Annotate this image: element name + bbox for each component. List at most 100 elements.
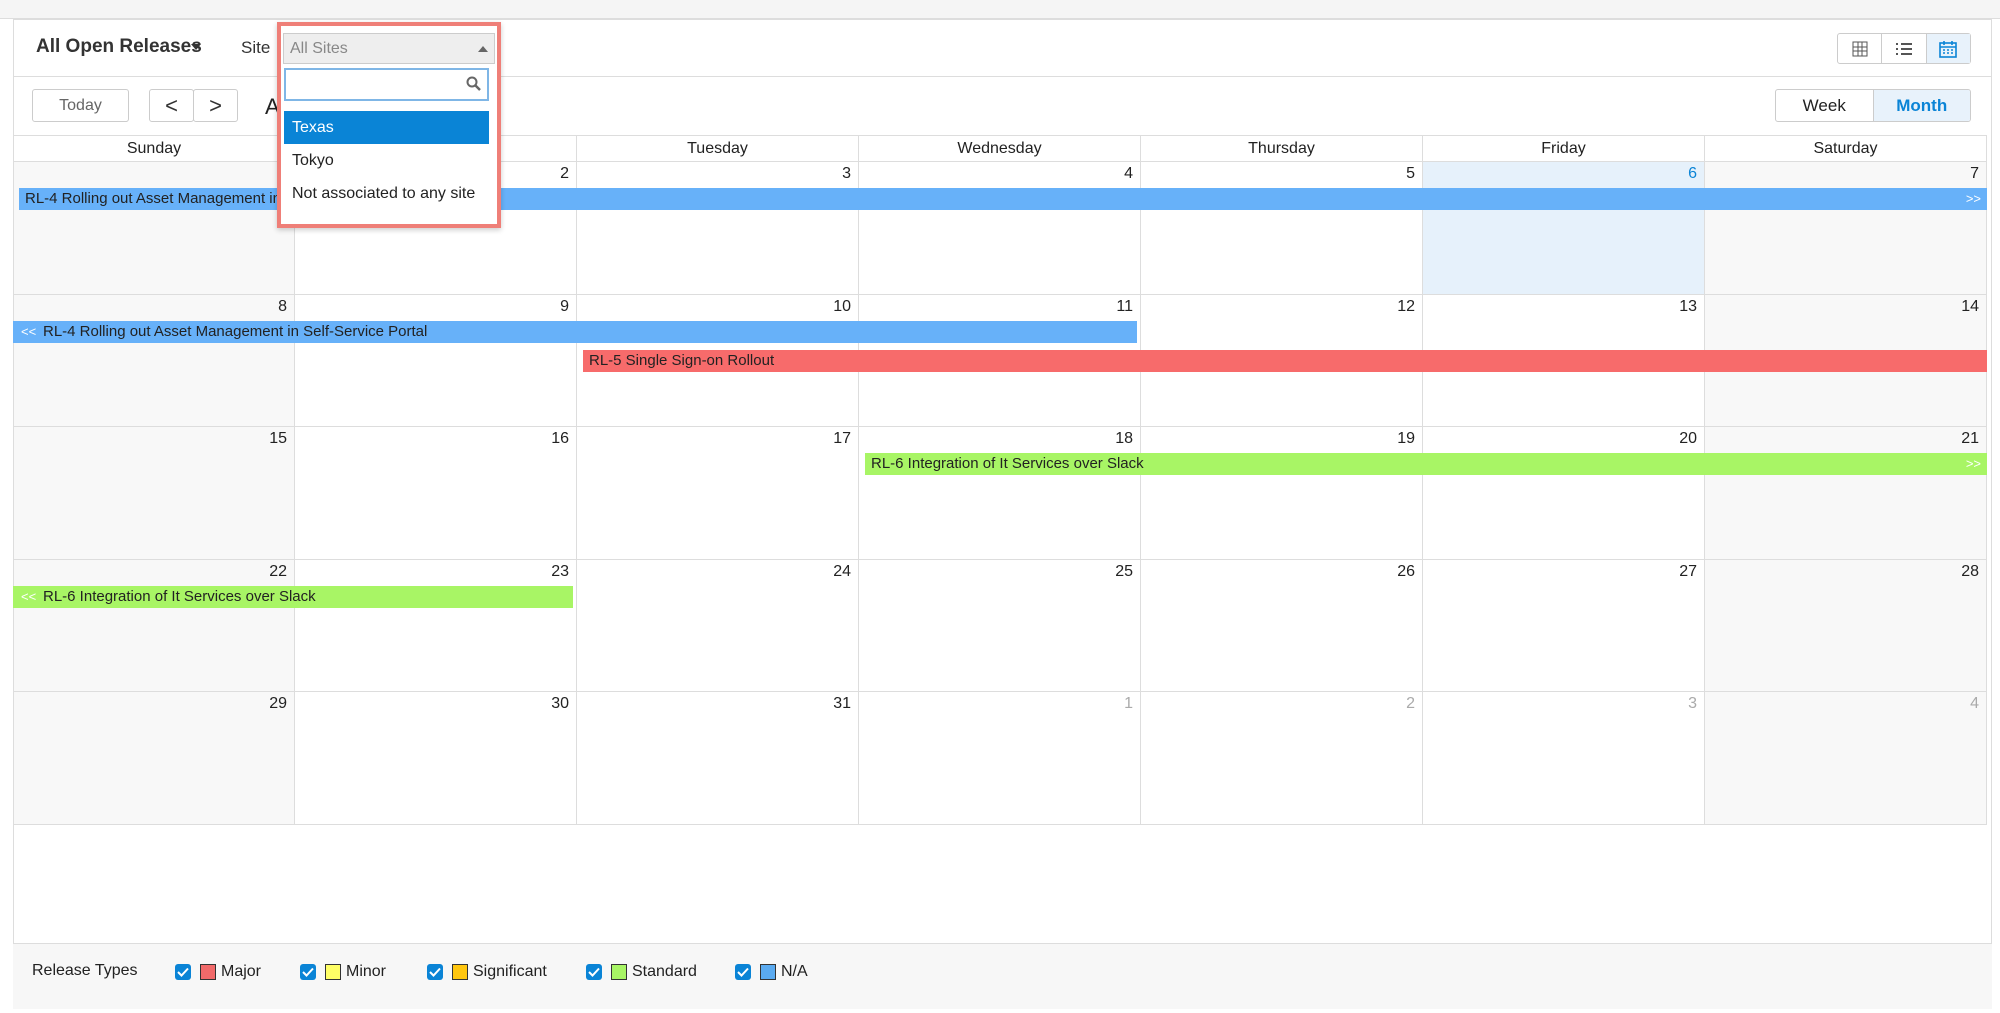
today-button[interactable]: Today [32, 89, 129, 122]
legend-item[interactable]: N/A [735, 963, 808, 981]
search-input[interactable] [284, 68, 489, 101]
day-number: 14 [1961, 297, 1979, 315]
calendar-view[interactable] [1926, 34, 1970, 63]
day-number: 6 [1688, 165, 1697, 182]
view-toggle: Week Month [1775, 89, 1971, 122]
event-bar[interactable]: RL-5 Single Sign-on Rollout [583, 349, 1987, 372]
site-select[interactable]: All Sites [283, 33, 495, 64]
site-dropdown: All Sites Texas Tokyo Not associated to an… [277, 22, 501, 228]
month-title: A [265, 94, 280, 119]
event-bar[interactable]: RL-6 Integration of It Services over Sla… [865, 453, 1987, 476]
day-cell: 2 [1141, 692, 1423, 825]
day-cell: 25 [859, 559, 1141, 693]
day-cell: 19 [1141, 427, 1423, 560]
checkbox[interactable] [586, 964, 602, 980]
day-cell: 3 [1423, 692, 1705, 825]
checkbox[interactable] [427, 964, 443, 980]
legend-item[interactable]: Significant [427, 963, 547, 981]
event-label: RL-4 Rolling out Asset Management in Sel… [43, 322, 428, 340]
day-number: 26 [1397, 562, 1415, 580]
day-cell: 4 [859, 162, 1141, 295]
continue-after: >> [1965, 456, 1981, 472]
day-cell: 22 [13, 559, 295, 693]
top-strip [0, 0, 2000, 19]
event-label: RL-6 Integration of It Services over Sla… [43, 587, 316, 605]
option-list: Texas Tokyo Not associated to any site [284, 111, 489, 210]
check [429, 967, 441, 977]
day-cell: 4 [1705, 692, 1987, 825]
day-number: 9 [560, 297, 569, 315]
day-number: 13 [1679, 297, 1697, 315]
day-cell: 24 [577, 559, 859, 693]
day-cell: 9 [295, 294, 577, 428]
color-swatch [200, 964, 216, 980]
caret [191, 44, 201, 50]
color-swatch [325, 964, 341, 980]
day-header: Wednesday [859, 135, 1141, 162]
day-number: 2 [560, 165, 569, 182]
day-number: 2 [1406, 695, 1415, 713]
day-cell: 20 [1423, 427, 1705, 560]
day-number: 4 [1970, 695, 1979, 713]
day-cell: 26 [1141, 559, 1423, 693]
legend-item[interactable]: Major [175, 963, 261, 981]
day-cell: 17 [577, 427, 859, 560]
checkbox[interactable] [175, 964, 191, 980]
day-number: 23 [551, 562, 569, 580]
divider [13, 76, 1992, 77]
continue-before: << [21, 588, 37, 604]
prev-button[interactable]: < [149, 89, 194, 122]
day-cell: 16 [295, 427, 577, 560]
checkbox[interactable] [300, 964, 316, 980]
day-cell: 29 [13, 692, 295, 825]
day-number: 11 [1116, 297, 1133, 315]
day-number: 1 [1124, 695, 1133, 713]
view-button[interactable]: Month [1872, 90, 1970, 121]
site-option[interactable]: Not associated to any site [292, 185, 476, 202]
continue-before: << [21, 323, 37, 339]
site-option[interactable]: Tokyo [292, 152, 334, 169]
day-header: Thursday [1141, 135, 1423, 162]
check [737, 967, 749, 977]
day-cell: 30 [295, 692, 577, 825]
day-number: 25 [1115, 562, 1133, 580]
list-view[interactable] [1882, 34, 1927, 63]
day-cell: 8 [13, 294, 295, 428]
day-number: 29 [269, 695, 287, 713]
legend-label: Standard [632, 963, 697, 980]
legend-label: N/A [781, 963, 808, 980]
site-option[interactable]: Texas [284, 111, 489, 144]
day-number: 8 [278, 297, 287, 315]
day-number: 20 [1679, 430, 1697, 448]
day-number: 19 [1397, 430, 1415, 448]
legend-label: Minor [346, 963, 387, 980]
event-bar[interactable]: << RL-6 Integration of It Services over S… [13, 585, 573, 608]
next-button[interactable]: > [193, 89, 238, 122]
legend-label: Significant [473, 963, 547, 980]
checkbox[interactable] [735, 964, 751, 980]
grid-view[interactable] [1838, 34, 1883, 63]
day-number: 16 [551, 430, 569, 448]
view-button[interactable]: Week [1802, 95, 1846, 115]
day-number: 15 [269, 430, 287, 448]
day-number: 30 [551, 695, 569, 713]
day-number: 21 [1961, 430, 1979, 448]
day-number: 3 [842, 165, 851, 182]
day-number: 17 [833, 430, 851, 448]
day-number: 27 [1679, 562, 1697, 580]
site-label: Site [241, 38, 271, 57]
day-cell: 6 [1423, 162, 1705, 295]
legend-item[interactable]: Minor [300, 963, 386, 981]
day-number: 10 [833, 297, 851, 315]
color-swatch [760, 964, 776, 980]
event-bar[interactable]: << RL-4 Rolling out Asset Management in S… [13, 320, 1137, 343]
day-number: 22 [269, 562, 287, 580]
view-title[interactable]: All Open Releases [36, 36, 202, 57]
day-number: 5 [1406, 165, 1415, 182]
day-cell: 23 [295, 559, 577, 693]
day-header: Tuesday [577, 135, 859, 162]
legend-item[interactable]: Standard [586, 963, 697, 981]
day-header: Saturday [1705, 135, 1987, 162]
color-swatch [611, 964, 627, 980]
check [588, 967, 600, 977]
